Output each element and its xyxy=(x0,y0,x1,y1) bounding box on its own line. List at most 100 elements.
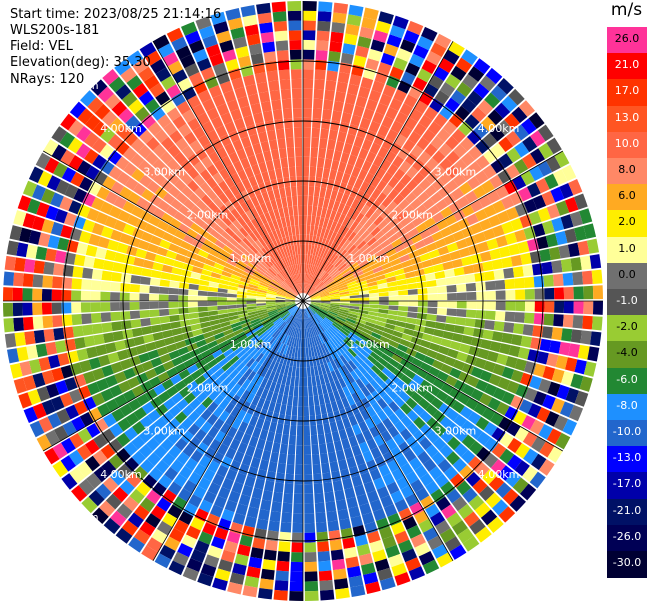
range-gate-cell xyxy=(326,264,335,274)
range-gate-cell xyxy=(362,328,373,336)
range-gate-cell xyxy=(352,250,362,259)
range-gate-cell xyxy=(209,276,220,284)
range-gate-cell xyxy=(345,23,360,36)
range-gate-cell xyxy=(246,33,261,46)
range-gate-cell xyxy=(207,286,219,293)
range-gate-cell xyxy=(254,173,264,185)
range-gate-cell xyxy=(221,231,232,241)
range-gate-cell xyxy=(318,570,333,582)
range-gate-cell xyxy=(328,253,337,263)
range-gate-cell xyxy=(477,241,490,253)
range-gate-cell xyxy=(310,299,321,301)
range-gate-cell xyxy=(267,255,276,265)
range-gate-cell xyxy=(327,361,334,372)
range-gate-cell xyxy=(160,179,174,192)
range-gate-cell xyxy=(358,553,374,566)
range-gate-cell xyxy=(324,277,333,285)
range-gate-cell xyxy=(309,305,318,313)
range-gate-cell xyxy=(183,234,195,245)
range-gate-cell xyxy=(446,488,462,504)
range-gate-cell xyxy=(149,316,161,326)
range-gate-cell xyxy=(310,297,321,300)
range-gate-cell xyxy=(439,105,454,120)
range-gate-cell xyxy=(32,274,44,288)
range-gate-cell xyxy=(206,233,218,244)
range-gate-cell xyxy=(272,219,280,230)
range-gate-cell xyxy=(244,343,254,352)
range-gate-cell xyxy=(173,334,185,343)
range-gate-cell xyxy=(325,315,335,323)
range-gate-cell xyxy=(563,286,574,300)
range-gate-cell xyxy=(505,232,518,245)
range-gate-cell xyxy=(107,134,123,149)
range-gate-cell xyxy=(163,398,176,411)
range-gate-cell xyxy=(326,229,334,241)
range-gate-cell xyxy=(272,340,280,351)
range-gate-cell xyxy=(349,220,359,232)
range-gate-cell xyxy=(212,184,224,197)
range-gate-cell xyxy=(290,571,303,582)
range-gate-cell xyxy=(449,340,462,351)
range-gate-cell xyxy=(156,497,172,512)
range-gate-cell xyxy=(225,414,236,426)
range-gate-cell xyxy=(319,322,327,331)
range-gate-cell xyxy=(286,294,296,299)
range-gate-cell xyxy=(239,240,249,251)
range-gate-cell xyxy=(267,337,276,347)
range-gate-cell xyxy=(250,318,261,325)
range-gate-cell xyxy=(180,172,193,186)
range-gate-cell xyxy=(248,43,263,56)
range-gate-cell xyxy=(428,384,441,397)
range-gate-cell xyxy=(295,308,300,318)
range-gate-cell xyxy=(473,82,490,99)
range-gate-cell xyxy=(224,499,238,513)
range-gate-cell xyxy=(375,343,386,353)
range-gate-cell xyxy=(251,487,263,500)
range-gate-cell xyxy=(372,244,383,254)
range-gate-cell xyxy=(223,90,237,103)
range-gate-cell xyxy=(307,286,315,295)
range-gate-cell xyxy=(561,328,573,342)
range-gate-cell xyxy=(468,161,482,176)
range-gate-cell xyxy=(527,403,542,419)
range-gate-cell xyxy=(32,302,43,316)
range-gate-cell xyxy=(280,217,287,228)
range-gate-cell xyxy=(163,122,178,136)
range-gate-cell xyxy=(320,404,327,415)
range-gate-cell xyxy=(391,562,408,577)
range-gate-cell xyxy=(153,172,167,186)
range-gate-cell xyxy=(108,165,123,181)
range-gate-cell xyxy=(232,219,243,230)
range-gate-cell xyxy=(470,222,483,235)
range-gate-cell xyxy=(123,162,138,177)
range-gate-cell xyxy=(443,234,456,245)
range-gate-cell xyxy=(341,215,351,227)
range-gate-cell xyxy=(175,192,188,205)
range-gate-cell xyxy=(445,73,461,89)
range-gate-cell xyxy=(310,327,315,337)
range-gate-cell xyxy=(572,271,584,286)
range-gate-cell xyxy=(339,518,352,530)
range-gate-cell xyxy=(297,318,301,329)
range-gate-cell xyxy=(313,473,323,484)
range-gate-cell xyxy=(303,147,311,157)
range-gate-cell xyxy=(266,324,276,333)
range-gate-cell xyxy=(418,518,434,533)
range-gate-cell xyxy=(398,539,414,554)
range-gate-cell xyxy=(554,151,570,168)
range-gate-cell xyxy=(360,562,376,576)
range-gate-cell xyxy=(229,184,240,197)
range-gate-cell xyxy=(388,553,404,568)
range-gate-cell xyxy=(354,484,366,497)
range-gate-cell xyxy=(329,267,338,276)
range-gate-cell xyxy=(474,208,488,222)
range-gate-cell xyxy=(455,57,473,74)
range-gate-cell xyxy=(183,131,197,145)
range-gate-cell xyxy=(82,324,94,336)
range-gate-cell xyxy=(495,235,508,248)
range-gate-cell xyxy=(342,417,352,429)
range-gate-cell xyxy=(206,413,219,426)
range-gate-cell xyxy=(400,415,413,428)
range-gate-cell xyxy=(45,341,58,356)
range-gate-cell xyxy=(97,403,111,417)
